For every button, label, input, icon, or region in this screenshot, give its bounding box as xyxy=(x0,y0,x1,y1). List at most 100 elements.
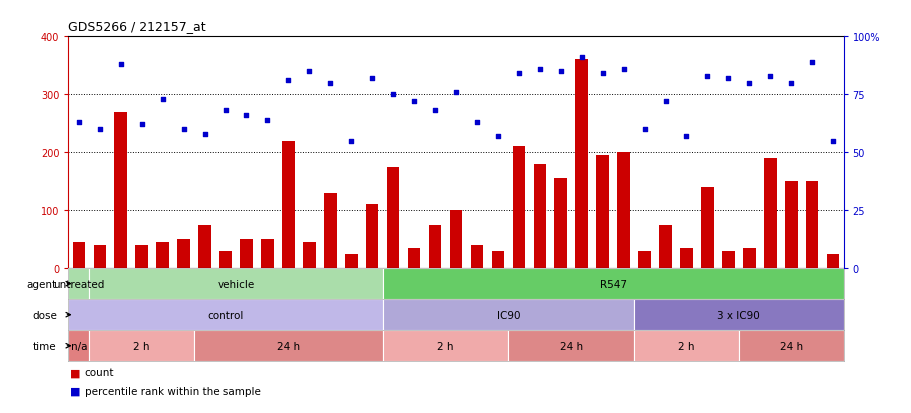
Text: 2 h: 2 h xyxy=(436,341,454,351)
Bar xyxy=(826,254,838,268)
Point xyxy=(281,78,295,84)
Bar xyxy=(680,248,692,268)
Text: time: time xyxy=(33,341,56,351)
Text: ■: ■ xyxy=(70,386,81,396)
Point xyxy=(490,133,505,140)
Bar xyxy=(407,248,420,268)
Text: ■: ■ xyxy=(70,368,81,377)
Point xyxy=(574,55,589,61)
Bar xyxy=(136,245,148,268)
Text: 2 h: 2 h xyxy=(133,341,149,351)
Point xyxy=(427,108,442,114)
Point xyxy=(742,80,756,87)
Text: 2 h: 2 h xyxy=(678,341,694,351)
Bar xyxy=(449,211,462,268)
Bar xyxy=(722,251,734,268)
Text: R547: R547 xyxy=(599,279,626,289)
Point xyxy=(721,76,735,82)
Point xyxy=(511,71,526,78)
Point xyxy=(658,99,672,105)
Bar xyxy=(89,268,383,299)
Bar xyxy=(323,193,336,268)
Bar xyxy=(763,159,775,268)
Bar xyxy=(512,147,525,268)
Bar xyxy=(68,268,89,299)
Bar xyxy=(617,153,630,268)
Bar xyxy=(507,330,633,361)
Bar xyxy=(383,299,633,330)
Bar xyxy=(491,251,504,268)
Bar xyxy=(68,299,383,330)
Bar xyxy=(73,242,85,268)
Point xyxy=(700,73,714,80)
Point xyxy=(385,92,400,98)
Text: GDS5266 / 212157_at: GDS5266 / 212157_at xyxy=(68,20,206,33)
Bar xyxy=(633,330,738,361)
Bar xyxy=(742,248,755,268)
Bar xyxy=(344,254,357,268)
Point xyxy=(406,99,421,105)
Bar xyxy=(659,225,671,268)
Bar xyxy=(261,240,273,268)
Text: agent: agent xyxy=(26,279,56,289)
Point xyxy=(364,76,379,82)
Point xyxy=(637,126,651,133)
Bar xyxy=(554,179,567,268)
Text: dose: dose xyxy=(32,310,56,320)
Point xyxy=(322,80,337,87)
Bar xyxy=(94,245,106,268)
Bar xyxy=(198,225,210,268)
Bar xyxy=(633,299,843,330)
Point xyxy=(448,89,463,96)
Point xyxy=(595,71,609,78)
Bar xyxy=(805,182,817,268)
Bar xyxy=(428,225,441,268)
Bar xyxy=(784,182,796,268)
Text: control: control xyxy=(207,310,243,320)
Point xyxy=(616,66,630,73)
Bar xyxy=(701,188,713,268)
Point xyxy=(113,62,128,68)
Point xyxy=(553,69,568,75)
Text: 3 x IC90: 3 x IC90 xyxy=(717,310,760,320)
Text: 24 h: 24 h xyxy=(559,341,582,351)
Bar xyxy=(383,330,507,361)
Point xyxy=(679,133,693,140)
Point xyxy=(469,119,484,126)
Bar xyxy=(596,156,609,268)
Text: percentile rank within the sample: percentile rank within the sample xyxy=(85,386,261,396)
Point xyxy=(783,80,798,87)
Text: count: count xyxy=(85,368,114,377)
Point xyxy=(532,66,547,73)
Point xyxy=(92,126,107,133)
Point xyxy=(343,138,358,145)
Text: 24 h: 24 h xyxy=(779,341,802,351)
Bar xyxy=(177,240,189,268)
Bar xyxy=(638,251,650,268)
Point xyxy=(302,69,316,75)
Point xyxy=(155,96,169,103)
Point xyxy=(763,73,777,80)
Text: 24 h: 24 h xyxy=(277,341,300,351)
Bar xyxy=(219,251,231,268)
Point xyxy=(134,122,148,128)
Point xyxy=(218,108,232,114)
Bar xyxy=(68,330,89,361)
Point xyxy=(239,112,253,119)
Bar xyxy=(115,112,127,268)
Bar xyxy=(533,164,546,268)
Bar xyxy=(281,141,294,268)
Bar xyxy=(89,330,194,361)
Bar xyxy=(386,167,399,268)
Bar xyxy=(383,268,843,299)
Text: vehicle: vehicle xyxy=(217,279,254,289)
Bar xyxy=(470,245,483,268)
Point xyxy=(176,126,190,133)
Point xyxy=(825,138,840,145)
Point xyxy=(804,59,819,66)
Text: n/a: n/a xyxy=(70,341,87,351)
Bar xyxy=(575,60,588,268)
Bar xyxy=(738,330,843,361)
Bar xyxy=(240,240,252,268)
Point xyxy=(71,119,86,126)
